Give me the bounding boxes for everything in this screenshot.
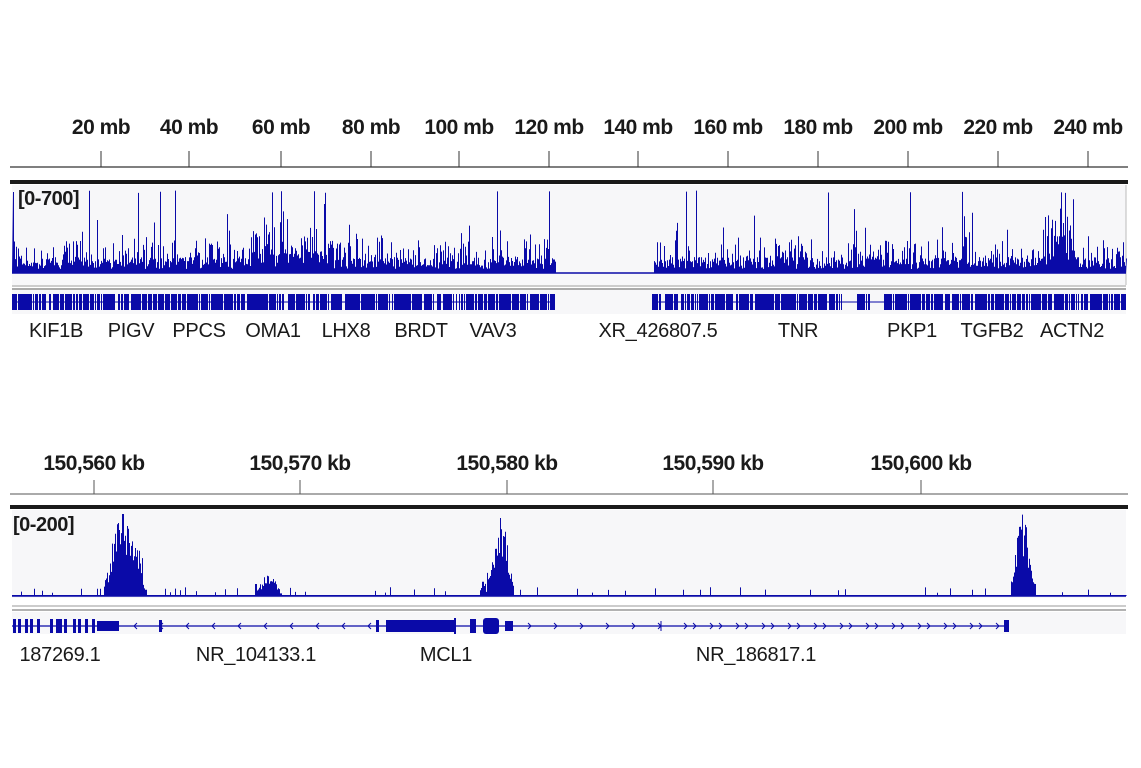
ruler-tick-label: 150,600 kb [870,452,972,475]
ruler-tick-label: 40 mb [159,116,219,139]
gene-label: TGFB2 [960,320,1024,342]
ruler-tick-label: 150,570 kb [249,452,351,475]
gene-label: OMA1 [245,320,301,342]
gene-label: LHX8 [321,320,371,342]
gene-label: MCL1 [419,644,473,666]
ruler-tick-label: 80 mb [341,116,401,139]
gene-label: XR_426807.5 [598,320,718,342]
ruler-tick-label: 180 mb [783,116,853,139]
ruler-tick-label: 60 mb [251,116,311,139]
gene-label: ACTN2 [1039,320,1105,342]
gene-label: NR_186817.1 [695,644,817,666]
ruler-tick-label: 20 mb [71,116,131,139]
gene-label: VAV3 [469,320,517,342]
gene-label: PIGV [107,320,155,342]
gene-label: PKP1 [887,320,937,342]
gene-label: PPCS [172,320,226,342]
gene-label: BRDT [394,320,448,342]
ruler-tick-label: 120 mb [514,116,584,139]
ruler-tick-label: 150,590 kb [662,452,764,475]
ruler-tick-label: 200 mb [873,116,943,139]
genome-wide-panel: 20 mb 40 mb 60 mb 80 mb 100 mb 120 mb 140 mb 16… [10,116,1128,342]
gene-label: TNR [777,320,819,342]
gene-label: NR_104133.1 [195,644,317,666]
ruler-tick-label: 220 mb [963,116,1033,139]
ruler-tick-label: 140 mb [603,116,673,139]
gene-label: 187269.1 [19,644,101,666]
top-data-range-label: [0-700] [18,188,79,210]
ruler-tick-label: 100 mb [424,116,494,139]
ruler-tick-label: 150,560 kb [43,452,145,475]
genome-wide-tracks [10,151,1128,310]
ruler-tick-label: 240 mb [1053,116,1123,139]
bottom-data-range-label: [0-200] [13,514,74,536]
ruler-tick-label: 160 mb [693,116,763,139]
gene-label: KIF1B [28,320,84,342]
ruler-tick-label: 150,580 kb [456,452,558,475]
